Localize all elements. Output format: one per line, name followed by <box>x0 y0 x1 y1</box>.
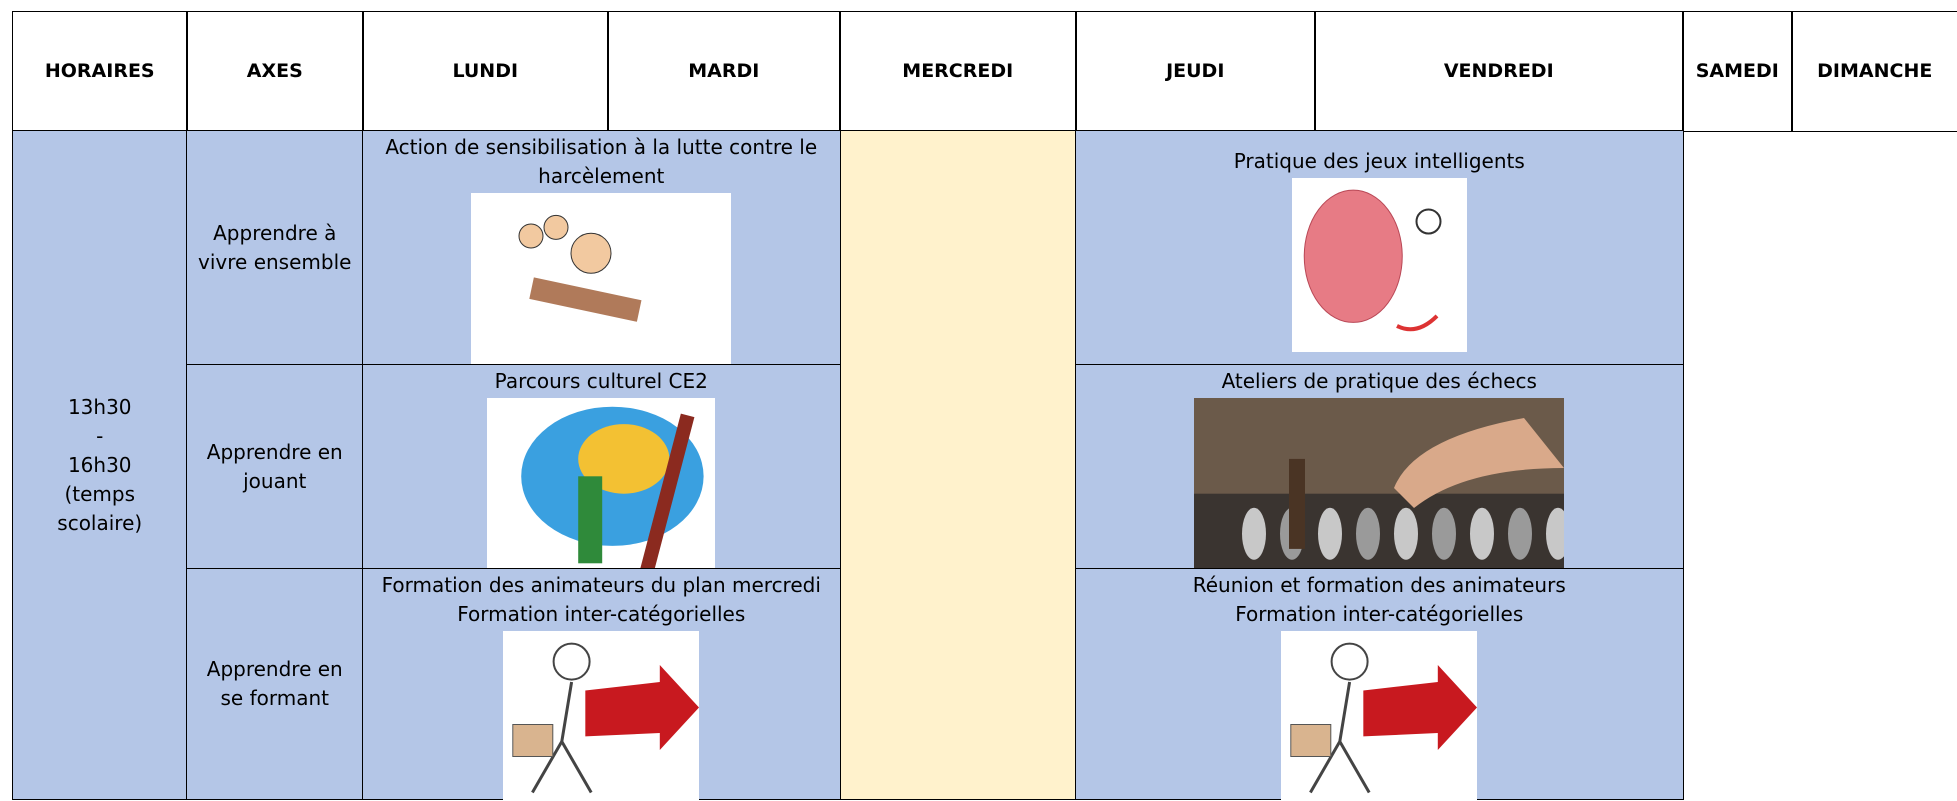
activity-cell: Réunion et formation des animateurs Forma… <box>1075 568 1684 801</box>
illustration <box>1291 178 1467 352</box>
wednesday-cell <box>839 130 1077 800</box>
activity-text: Réunion et formation des animateurs <box>1192 573 1566 597</box>
time-cell: 13h30 - 16h30 (temps scolaire) <box>12 130 188 800</box>
time-text: 13h30 <box>67 394 132 419</box>
header-cell: LUNDI <box>362 11 609 132</box>
activity-text: Formation inter-catégorielles <box>1235 602 1524 626</box>
axis-cell: Apprendre en jouant <box>186 364 364 570</box>
activity-cell: Action de sensibilisation à la lutte con… <box>362 130 841 366</box>
activity-text: Parcours culturel CE2 <box>494 369 708 393</box>
header-text: MERCREDI <box>902 59 1014 82</box>
header-text: JEUDI <box>1166 59 1225 82</box>
axis-text: Apprendre en jouant <box>206 439 343 493</box>
activity-cell: Parcours culturel CE2 <box>362 364 841 572</box>
activity-text: Pratique des jeux intelligents <box>1233 149 1525 173</box>
activity-cell: Ateliers de pratique des échecs <box>1075 364 1684 572</box>
time-text: (temps <box>64 481 136 506</box>
illustration <box>1281 631 1478 801</box>
axis-cell: Apprendre en se formant <box>186 568 364 800</box>
activity-text: Action de sensibilisation à la lutte con… <box>385 135 818 188</box>
illustration <box>487 398 716 572</box>
activity-cell: Formation des animateurs du plan mercred… <box>362 568 841 801</box>
header-cell: AXES <box>186 11 364 132</box>
header-cell: VENDREDI <box>1314 11 1684 132</box>
header-text: AXES <box>246 59 303 82</box>
activity-text: Ateliers de pratique des échecs <box>1221 369 1537 393</box>
header-text: SAMEDI <box>1695 59 1779 82</box>
header-cell: MERCREDI <box>839 11 1077 132</box>
axis-cell: Apprendre à vivre ensemble <box>186 130 364 366</box>
header-text: HORAIRES <box>44 59 155 82</box>
header-cell: JEUDI <box>1075 11 1316 132</box>
illustration <box>1194 398 1565 572</box>
illustration <box>471 193 732 365</box>
illustration <box>503 631 700 801</box>
time-text: 16h30 <box>67 452 132 477</box>
time-text: - <box>96 423 104 448</box>
header-cell: SAMEDI <box>1682 11 1793 132</box>
header-cell: DIMANCHE <box>1791 11 1957 132</box>
time-text: scolaire) <box>57 510 143 535</box>
header-text: LUNDI <box>452 59 519 82</box>
header-text: MARDI <box>688 59 760 82</box>
activity-text: Formation inter-catégorielles <box>457 602 746 626</box>
activity-cell: Pratique des jeux intelligents <box>1075 130 1684 366</box>
header-text: VENDREDI <box>1443 59 1554 82</box>
axis-text: Apprendre à vivre ensemble <box>198 220 352 274</box>
header-text: DIMANCHE <box>1817 59 1933 82</box>
activity-text: Formation des animateurs du plan mercred… <box>381 573 821 597</box>
header-cell: HORAIRES <box>12 11 188 132</box>
header-cell: MARDI <box>607 11 841 132</box>
axis-text: Apprendre en se formant <box>206 657 343 710</box>
